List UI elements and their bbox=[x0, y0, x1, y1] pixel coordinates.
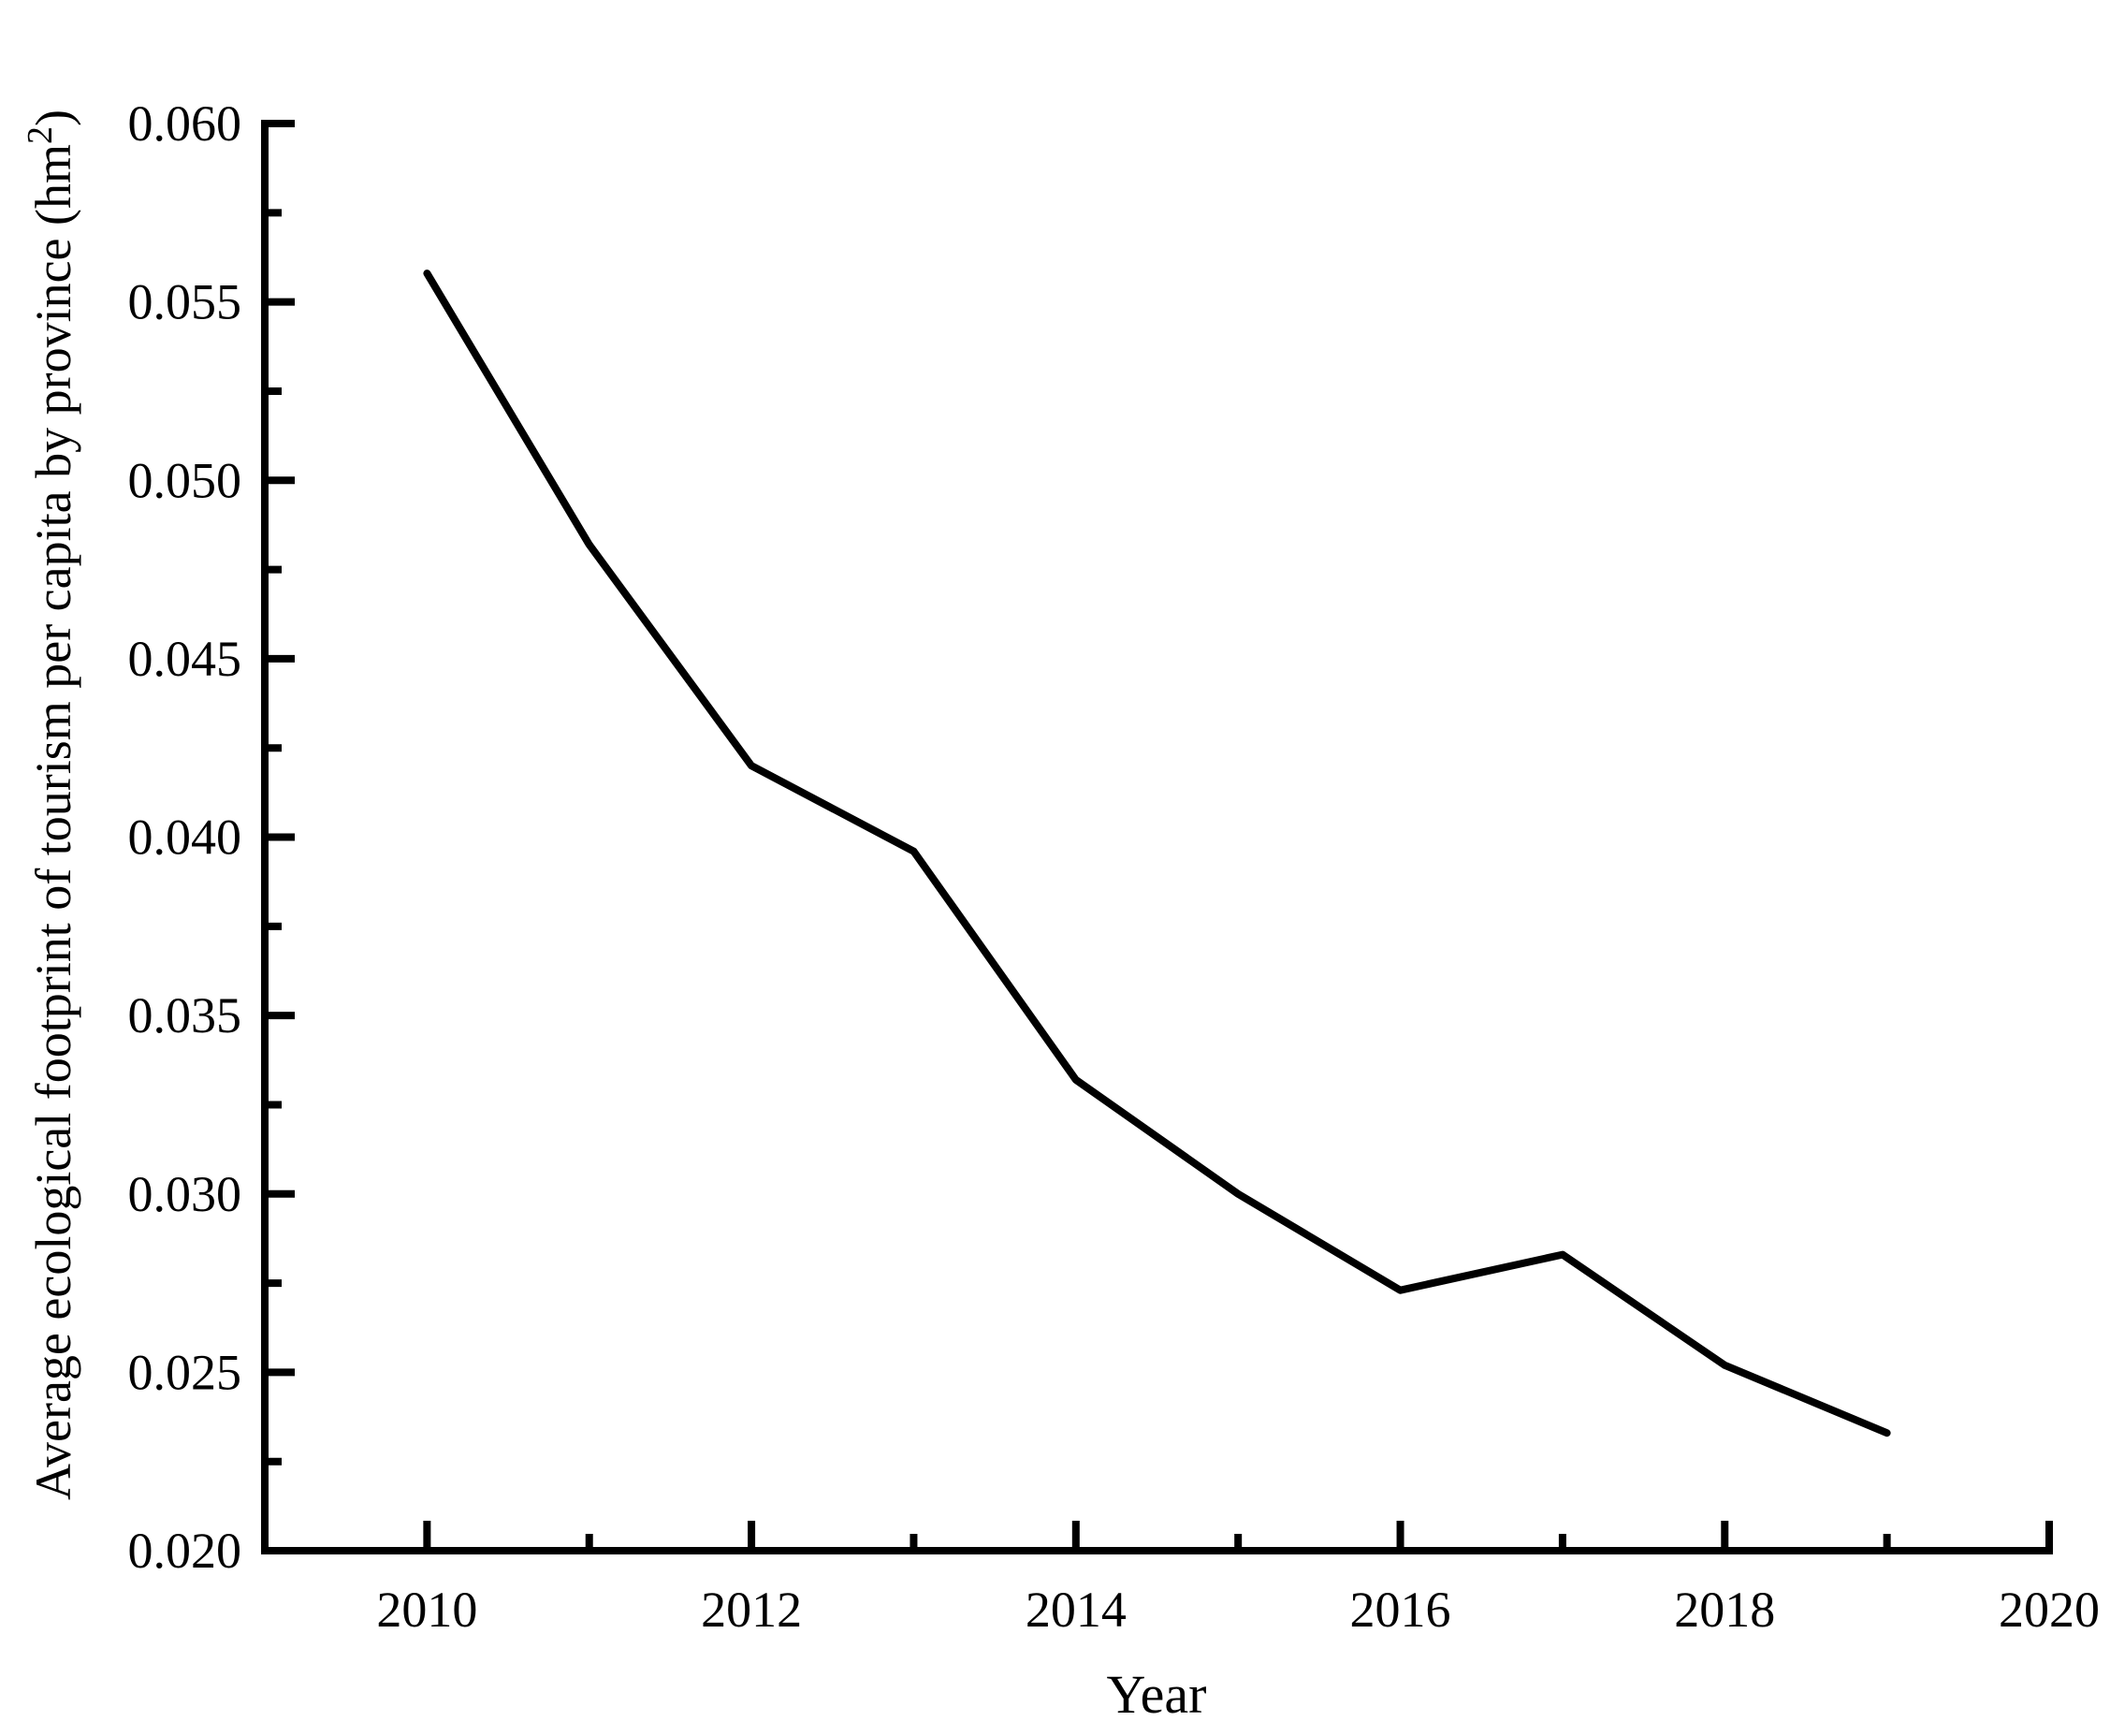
x-tick-label: 2016 bbox=[1350, 1582, 1451, 1638]
data-line bbox=[423, 270, 1891, 1437]
x-tick-label: 2020 bbox=[1999, 1582, 2100, 1638]
y-tick-label: 0.050 bbox=[128, 452, 242, 508]
y-axis-ticks bbox=[265, 120, 295, 1554]
y-tick-label: 0.060 bbox=[128, 95, 242, 152]
x-axis-tick-labels: 2010 2012 2014 2016 2018 2020 bbox=[376, 1582, 2100, 1638]
y-tick-label: 0.035 bbox=[128, 987, 242, 1043]
y-tick-label: 0.045 bbox=[128, 631, 242, 687]
y-tick-label: 0.040 bbox=[128, 810, 242, 866]
x-axis-title: Year bbox=[1107, 1664, 1207, 1725]
x-tick-label: 2010 bbox=[376, 1582, 477, 1638]
x-axis-ticks bbox=[423, 1521, 2053, 1551]
x-tick-label: 2012 bbox=[701, 1582, 802, 1638]
y-tick-label: 0.055 bbox=[128, 274, 242, 330]
x-tick-label: 2018 bbox=[1674, 1582, 1775, 1638]
y-axis-title: Average ecological footprint of tourism … bbox=[21, 109, 81, 1500]
x-tick-label: 2014 bbox=[1026, 1582, 1127, 1638]
y-tick-label: 0.025 bbox=[128, 1344, 242, 1400]
y-tick-label: 0.020 bbox=[128, 1523, 242, 1579]
y-axis-tick-labels: 0.020 0.025 0.030 0.035 0.040 0.045 0.050 0.055… bbox=[128, 95, 242, 1579]
y-tick-label: 0.030 bbox=[128, 1166, 242, 1222]
